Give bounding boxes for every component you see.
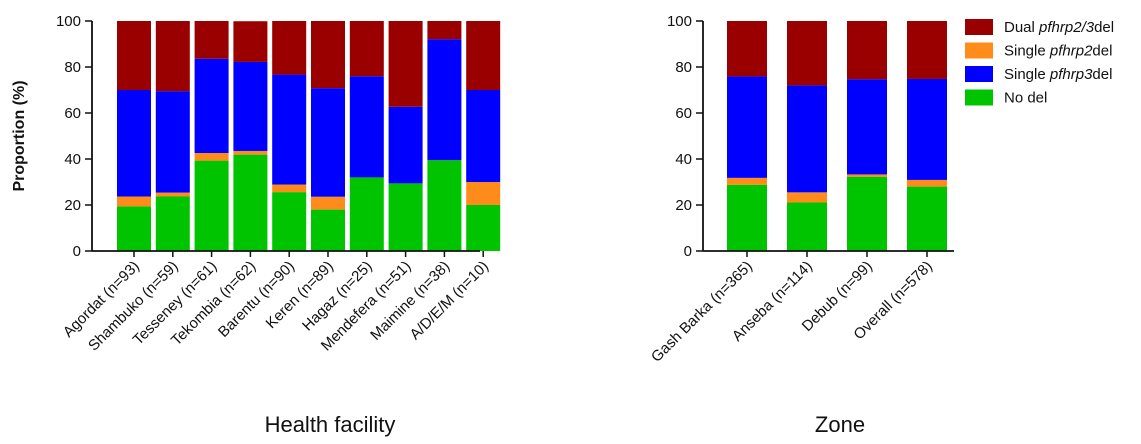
bar-segment — [311, 88, 345, 197]
bar-segment — [194, 153, 229, 161]
x-axis-title: Zone — [815, 412, 865, 437]
bar-segment — [907, 186, 947, 251]
bar-segment — [847, 21, 887, 80]
bar-segment — [466, 205, 501, 251]
bar-segment — [155, 91, 190, 193]
legend-swatch — [965, 66, 993, 82]
bar-segment — [272, 184, 307, 193]
y-tick-label: 0 — [73, 243, 81, 260]
bar-segment — [466, 90, 501, 182]
bar-segment — [117, 90, 151, 197]
legend-swatch — [965, 42, 993, 59]
bar-segment — [117, 21, 151, 90]
bar-segment — [349, 21, 384, 77]
bar-segment — [349, 177, 384, 251]
bar-segment — [907, 78, 947, 180]
bar-segment — [727, 76, 767, 178]
bar-segment — [427, 39, 462, 161]
bar-segment — [907, 179, 947, 187]
bar-segment — [466, 21, 501, 90]
bar-segment — [233, 150, 268, 155]
bar-segment — [727, 21, 767, 77]
bar-segment — [155, 192, 190, 197]
y-tick-label: 20 — [675, 197, 692, 214]
bar-segment — [727, 184, 767, 251]
bar-segment — [272, 74, 307, 185]
bar-segment — [117, 206, 151, 251]
bar-segment — [233, 61, 268, 151]
bar-segment — [847, 176, 887, 251]
bar-segment — [194, 160, 229, 251]
chart-panel-1: Agordat (n=93)Shambuko (n=59)Tesseney (n… — [11, 13, 501, 437]
bar-segment — [311, 21, 345, 89]
legend-swatch — [965, 89, 993, 106]
bar-segment — [349, 76, 384, 178]
y-tick-label: 100 — [667, 13, 692, 30]
legend: Dual pfhrp2/3del Single pfhrp2del Single p… — [965, 19, 1114, 107]
legend-label: No del — [1004, 90, 1047, 107]
bar-segment — [787, 85, 827, 193]
bar-segment — [272, 192, 307, 251]
y-axis-label: Proportion (%) — [11, 80, 28, 191]
bar-segment — [311, 196, 345, 210]
bar-segment — [233, 21, 268, 62]
bar-segment — [388, 183, 423, 251]
bar-segment — [727, 177, 767, 185]
bar-segment — [847, 79, 887, 175]
bar-segment — [787, 202, 827, 251]
y-tick-label: 80 — [675, 59, 692, 76]
y-tick-label: 40 — [675, 151, 692, 168]
bar-segment — [388, 106, 423, 184]
bar-segment — [787, 21, 827, 86]
bar-segment — [194, 58, 229, 154]
bar-segment — [272, 21, 307, 75]
y-tick-label: 100 — [56, 13, 81, 30]
x-axis-title: Health facility — [265, 412, 396, 437]
legend-swatch — [965, 19, 993, 35]
y-tick-label: 60 — [675, 105, 692, 122]
legend-label: Dual pfhrp2/3del — [1004, 19, 1114, 36]
bar-segment — [194, 21, 229, 59]
y-tick-label: 80 — [64, 59, 81, 76]
bar-segment — [311, 209, 345, 251]
bar-segment — [787, 192, 827, 203]
y-tick-label: 60 — [64, 105, 81, 122]
bar-segment — [907, 21, 947, 79]
bar-segment — [847, 174, 887, 177]
y-tick-label: 0 — [684, 243, 692, 260]
chart-panel-2: Gash Barka (n=365)Anseba (n=114)Debub (n… — [648, 13, 954, 437]
bar-segment — [466, 182, 501, 205]
bar-segment — [233, 154, 268, 251]
bar-segment — [117, 196, 151, 207]
legend-label: Single pfhrp2del — [1004, 43, 1112, 60]
bar-segment — [427, 160, 462, 251]
bar-segment — [155, 21, 190, 92]
x-tick-label: Gash Barka (n=365) — [648, 258, 756, 366]
y-tick-label: 40 — [64, 151, 81, 168]
legend-label: Single pfhrp3del — [1004, 66, 1112, 83]
bar-segment — [427, 21, 462, 40]
bar-segment — [155, 196, 190, 251]
y-tick-label: 20 — [64, 197, 81, 214]
bar-segment — [388, 21, 423, 107]
